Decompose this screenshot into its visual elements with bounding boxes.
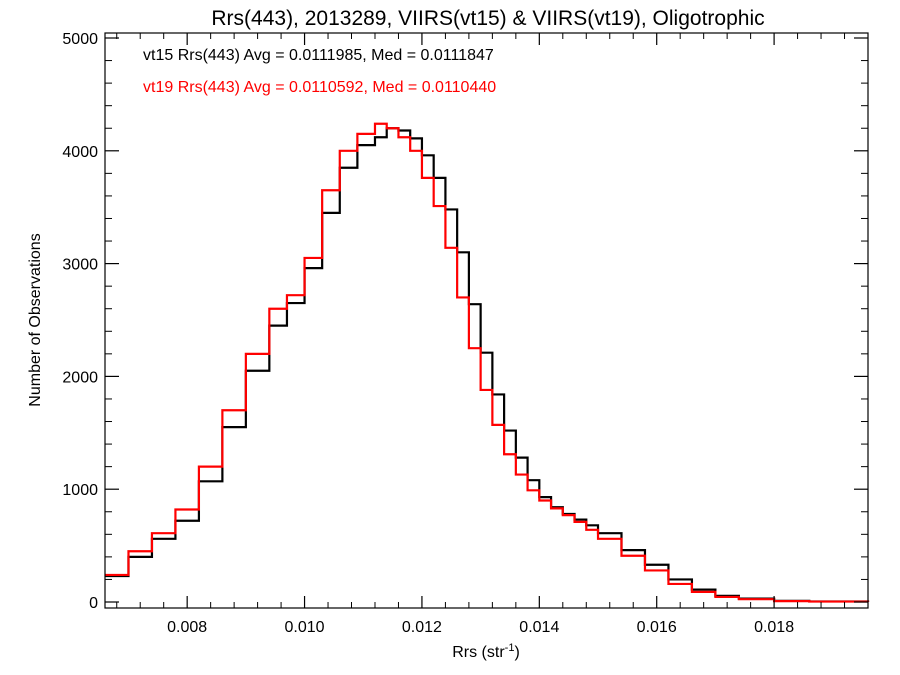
x-axis: 0.008 0.010 0.012 0.014 0.016 0.018 xyxy=(116,33,869,636)
y-tick-label: 0 xyxy=(89,595,98,612)
y-axis: 0 1000 2000 3000 4000 5000 xyxy=(62,31,868,612)
plot-area xyxy=(104,32,870,609)
x-axis-label: Rrs (str-1) xyxy=(452,642,520,661)
x-axis-label-text: Rrs (str xyxy=(452,644,505,661)
x-tick-label: 0.014 xyxy=(519,619,559,636)
series-vt19-line xyxy=(105,122,870,603)
x-tick-label: 0.016 xyxy=(637,619,677,636)
y-tick-label: 3000 xyxy=(62,257,98,274)
x-tick-label: 0.010 xyxy=(285,619,325,636)
y-axis-label: Number of Observations xyxy=(27,233,44,406)
y-tick-label: 1000 xyxy=(62,482,98,499)
x-axis-label-close: ) xyxy=(514,644,519,661)
series-layer xyxy=(105,122,870,603)
x-tick-label: 0.008 xyxy=(167,619,207,636)
y-tick-label: 2000 xyxy=(62,369,98,386)
series-vt15-line xyxy=(105,127,870,603)
x-tick-label: 0.018 xyxy=(754,619,794,636)
x-tick-label: 0.012 xyxy=(402,619,442,636)
chart-title: Rrs(443), 2013289, VIIRS(vt15) & VIIRS(v… xyxy=(211,7,764,30)
x-axis-label-exponent: -1 xyxy=(505,642,515,654)
legend-entry-vt19: vt19 Rrs(443) Avg = 0.0110592, Med = 0.0… xyxy=(143,79,496,96)
legend-entry-vt15: vt15 Rrs(443) Avg = 0.0111985, Med = 0.0… xyxy=(143,47,494,64)
legend: vt15 Rrs(443) Avg = 0.0111985, Med = 0.0… xyxy=(143,47,496,96)
y-tick-label: 5000 xyxy=(62,31,98,48)
plot-frame xyxy=(104,32,869,609)
y-tick-label: 4000 xyxy=(62,144,98,161)
